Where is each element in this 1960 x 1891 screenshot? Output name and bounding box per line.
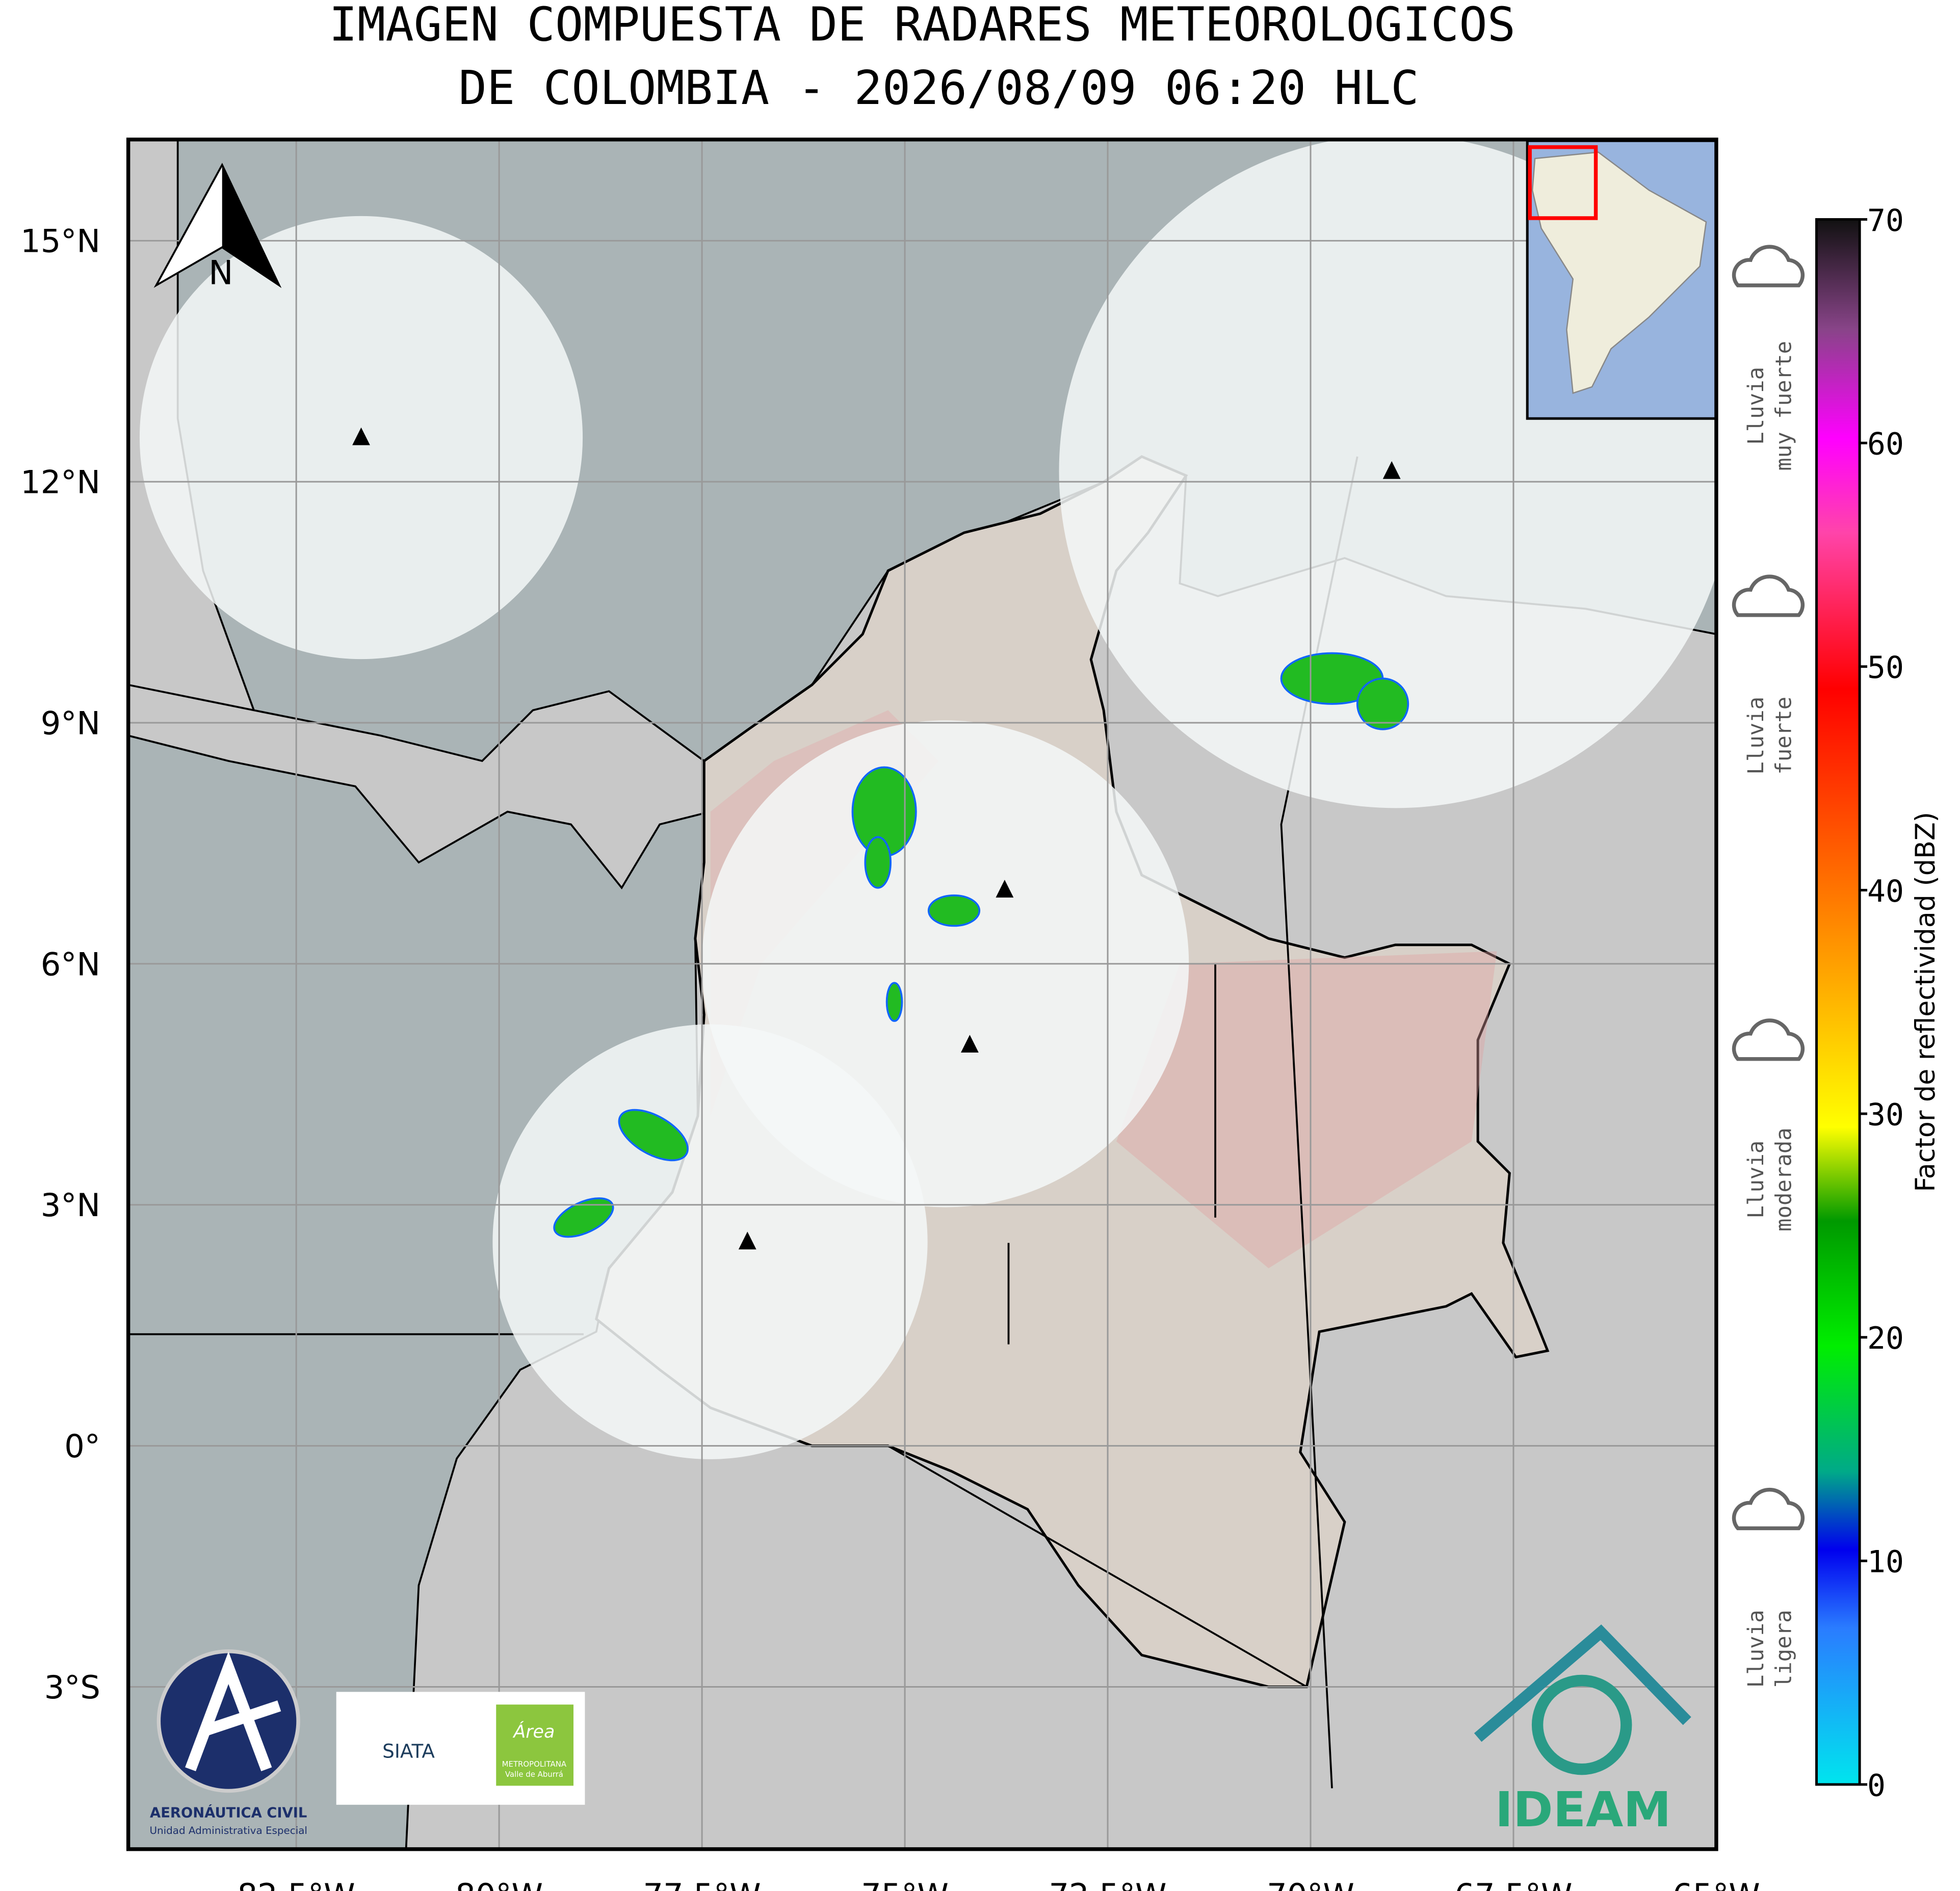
title: IMAGEN COMPUESTA DE RADARES METEOROLOGIC…	[329, 0, 1516, 52]
lat-tick-label: 3°N	[41, 1187, 100, 1224]
area-logo: Valle de Aburrá	[505, 1770, 563, 1779]
border	[128, 456, 1358, 1789]
map-body: N AERONÁUTICA CIVIL Unidad Administrativ…	[128, 139, 1716, 1849]
colorbar-tick-label: 10	[1867, 1545, 1904, 1580]
lat-tick-label: 15°N	[20, 223, 100, 260]
lon-tick-label: 82.5°W	[238, 1877, 355, 1891]
lat-tick-label: 12°N	[20, 464, 100, 501]
rain-icon	[1732, 1018, 1805, 1061]
colorbar	[1815, 218, 1861, 1786]
radar-site	[738, 1231, 756, 1250]
area-logo: Área	[512, 1721, 555, 1742]
echoes	[553, 652, 1409, 1238]
rain-icon	[1732, 574, 1805, 617]
lon-tick-label: 75°W	[861, 1877, 949, 1891]
lon-tick-label: 80°W	[455, 1877, 543, 1891]
rain-icon	[1732, 1487, 1805, 1531]
colorbar-tick-label: 40	[1867, 874, 1904, 909]
radar-site	[960, 1035, 979, 1053]
aerocivil-logo	[185, 1651, 281, 1772]
rain-level-label: muy fuerte	[1771, 341, 1796, 471]
ideam-logo: IDEAM	[1495, 1782, 1671, 1838]
lon-tick-label: 77.5°W	[643, 1877, 761, 1891]
colorbar-tick-label: 0	[1867, 1768, 1886, 1803]
colorbar-tick-label: 70	[1867, 203, 1904, 239]
radar-site	[352, 427, 370, 445]
rain-level-label: ligera	[1771, 1610, 1796, 1688]
ideam-logo	[1474, 1624, 1691, 1742]
colorbar-tick-label: 30	[1867, 1097, 1904, 1133]
map-frame	[126, 137, 1718, 1851]
rain-icon	[1732, 245, 1805, 287]
lon-tick-label: 72.5°W	[1049, 1877, 1166, 1891]
region	[1116, 951, 1497, 1269]
lat-tick-label: 0°	[64, 1428, 100, 1465]
colorbar-tick-label: 50	[1867, 650, 1904, 686]
logo-text: Unidad Administrativa Especial	[149, 1825, 307, 1836]
inset-land	[1531, 151, 1707, 395]
lon-tick-label: 70°W	[1267, 1877, 1354, 1891]
inset-extent	[1528, 145, 1598, 220]
title: DE COLOMBIA - 2026/08/09 06:20 HLC	[459, 61, 1419, 115]
siata-logo: SIATA	[382, 1740, 435, 1763]
lat-tick-label: 6°N	[41, 946, 100, 983]
radar-site	[996, 879, 1014, 898]
land	[128, 684, 712, 890]
rain-level-label: moderada	[1771, 1127, 1796, 1231]
lat-tick-label: 3°S	[44, 1669, 100, 1706]
colorbar-tick-label: 60	[1867, 427, 1904, 462]
rain-level-label: Lluvia	[1743, 367, 1768, 445]
area-logo	[496, 1704, 574, 1786]
logo-text: AERONÁUTICA CIVIL	[150, 1805, 307, 1821]
lon-tick-label: 67.5°W	[1454, 1877, 1572, 1891]
ideam-logo	[1531, 1674, 1632, 1775]
colorbar-label: Factor de reflectividad (dBZ)	[1911, 812, 1941, 1192]
rain-level-label: Lluvia	[1743, 697, 1768, 775]
rain-level-label: Lluvia	[1743, 1141, 1768, 1219]
north-label: N	[208, 254, 233, 292]
radar-site	[1382, 461, 1401, 479]
rain-level-label: fuerte	[1771, 697, 1796, 775]
lon-tick-label: 65°W	[1672, 1877, 1760, 1891]
north-arrow	[222, 165, 279, 285]
colorbar-tick-label: 20	[1867, 1321, 1904, 1356]
area-logo: METROPOLITANA	[502, 1759, 567, 1769]
rain-level-label: Lluvia	[1743, 1610, 1768, 1688]
lat-tick-label: 9°N	[41, 704, 100, 742]
radar-coverage	[492, 1024, 928, 1459]
